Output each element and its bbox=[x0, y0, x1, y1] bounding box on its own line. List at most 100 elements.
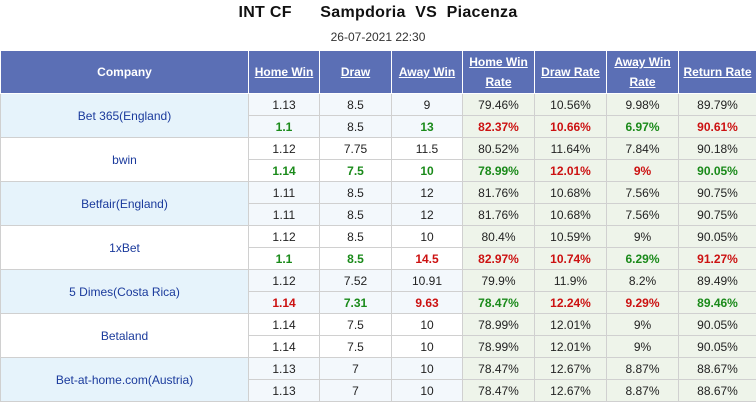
cell-home-win-rate: 79.46% bbox=[462, 93, 535, 116]
cell-away-win-rate: 9.98% bbox=[606, 93, 679, 116]
cell-away-win: 14.5 bbox=[391, 247, 463, 270]
cell-draw-rate: 10.74% bbox=[534, 247, 607, 270]
cell-away-win-rate: 9% bbox=[606, 159, 679, 182]
cell-home-win-rate: 82.97% bbox=[462, 247, 535, 270]
cell-away-win: 9 bbox=[391, 93, 463, 116]
company-name[interactable]: 5 Dimes(Costa Rica) bbox=[0, 269, 249, 314]
cell-draw-rate: 10.66% bbox=[534, 115, 607, 138]
cell-away-win: 10 bbox=[391, 159, 463, 182]
cell-away-win-rate: 7.56% bbox=[606, 181, 679, 204]
league-name: INT CF bbox=[238, 4, 292, 21]
cell-return-rate: 91.27% bbox=[678, 247, 756, 270]
cell-home-win: 1.14 bbox=[248, 291, 320, 314]
table-row: Betfair(England) 1.11 8.5 12 81.76% 10.68% 7.5… bbox=[0, 181, 756, 226]
cell-home-win: 1.13 bbox=[248, 357, 320, 380]
cell-home-win: 1.12 bbox=[248, 225, 320, 248]
cell-return-rate: 90.05% bbox=[678, 159, 756, 182]
cell-draw: 8.5 bbox=[319, 247, 392, 270]
table-row: 1.1 8.5 14.5 82.97% 10.74% 6.29% 91.27% bbox=[1, 247, 756, 270]
header-draw[interactable]: Draw bbox=[319, 50, 392, 94]
cell-home-win-rate: 78.99% bbox=[462, 313, 535, 336]
company-name[interactable]: bwin bbox=[0, 137, 249, 182]
header-company: Company bbox=[0, 50, 249, 94]
cell-home-win: 1.11 bbox=[248, 203, 320, 226]
cell-draw-rate: 12.01% bbox=[534, 159, 607, 182]
cell-home-win: 1.14 bbox=[248, 335, 320, 358]
cell-away-win-rate: 9% bbox=[606, 313, 679, 336]
cell-home-win-rate: 79.9% bbox=[462, 269, 535, 292]
cell-home-win-rate: 81.76% bbox=[462, 181, 535, 204]
cell-draw-rate: 10.68% bbox=[534, 181, 607, 204]
cell-away-win: 10 bbox=[391, 225, 463, 248]
cell-away-win: 10 bbox=[391, 379, 463, 402]
cell-draw: 7 bbox=[319, 379, 392, 402]
vs-label: VS bbox=[415, 4, 438, 21]
header-away-win[interactable]: Away Win bbox=[391, 50, 463, 94]
cell-return-rate: 90.05% bbox=[678, 335, 756, 358]
cell-draw-rate: 12.67% bbox=[534, 357, 607, 380]
cell-away-win-rate: 7.84% bbox=[606, 137, 679, 160]
cell-return-rate: 90.18% bbox=[678, 137, 756, 160]
cell-home-win-rate: 80.4% bbox=[462, 225, 535, 248]
cell-return-rate: 88.67% bbox=[678, 357, 756, 380]
cell-away-win: 9.63 bbox=[391, 291, 463, 314]
cell-home-win: 1.12 bbox=[248, 269, 320, 292]
match-datetime: 26-07-2021 22:30 bbox=[330, 30, 426, 44]
cell-away-win: 10.91 bbox=[391, 269, 463, 292]
header-home-win-rate[interactable]: Home Win Rate bbox=[462, 50, 535, 94]
company-name[interactable]: Bet-at-home.com(Austria) bbox=[0, 357, 249, 402]
company-name[interactable]: Bet 365(England) bbox=[0, 93, 249, 138]
cell-draw-rate: 10.56% bbox=[534, 93, 607, 116]
cell-home-win-rate: 82.37% bbox=[462, 115, 535, 138]
header-return-rate[interactable]: Return Rate bbox=[678, 50, 756, 94]
company-name[interactable]: Betfair(England) bbox=[0, 181, 249, 226]
cell-home-win: 1.14 bbox=[248, 313, 320, 336]
company-name[interactable]: 1xBet bbox=[0, 225, 249, 270]
cell-away-win-rate: 9% bbox=[606, 335, 679, 358]
header-away-win-rate[interactable]: Away Win Rate bbox=[606, 50, 679, 94]
table-row: 5 Dimes(Costa Rica) 1.12 7.52 10.91 79.9% 11.… bbox=[0, 269, 756, 314]
cell-draw: 8.5 bbox=[319, 93, 392, 116]
cell-return-rate: 89.49% bbox=[678, 269, 756, 292]
table-row: bwin 1.12 7.75 11.5 80.52% 11.64% 7.84% 90.18% bbox=[0, 137, 756, 182]
cell-return-rate: 89.46% bbox=[678, 291, 756, 314]
cell-draw: 8.5 bbox=[319, 203, 392, 226]
odds-body: Bet 365(England) 1.13 8.5 9 79.46% 10.56% 9.98… bbox=[0, 93, 756, 402]
cell-home-win: 1.13 bbox=[248, 93, 320, 116]
cell-home-win: 1.1 bbox=[248, 247, 320, 270]
table-row: Betaland 1.14 7.5 10 78.99% 12.01% 9% 90.05% bbox=[0, 313, 756, 358]
odds-table: Company Home Win Draw Away Win Home Win … bbox=[0, 50, 756, 402]
cell-draw: 7.5 bbox=[319, 313, 392, 336]
company-name[interactable]: Betaland bbox=[0, 313, 249, 358]
cell-away-win: 13 bbox=[391, 115, 463, 138]
cell-draw: 7.5 bbox=[319, 335, 392, 358]
table-row: 1.13 7 10 78.47% 12.67% 8.87% 88.67% bbox=[1, 379, 756, 402]
cell-draw-rate: 12.24% bbox=[534, 291, 607, 314]
cell-home-win: 1.12 bbox=[248, 137, 320, 160]
header-draw-rate[interactable]: Draw Rate bbox=[534, 50, 607, 94]
cell-draw-rate: 11.64% bbox=[534, 137, 607, 160]
cell-return-rate: 90.05% bbox=[678, 225, 756, 248]
table-row: 1.14 7.5 10 78.99% 12.01% 9% 90.05% bbox=[1, 335, 756, 358]
cell-home-win-rate: 78.47% bbox=[462, 291, 535, 314]
cell-home-win-rate: 78.99% bbox=[462, 159, 535, 182]
cell-away-win-rate: 8.87% bbox=[606, 357, 679, 380]
cell-return-rate: 89.79% bbox=[678, 93, 756, 116]
cell-away-win: 10 bbox=[391, 313, 463, 336]
cell-return-rate: 90.61% bbox=[678, 115, 756, 138]
cell-away-win-rate: 6.97% bbox=[606, 115, 679, 138]
cell-draw-rate: 12.67% bbox=[534, 379, 607, 402]
cell-return-rate: 90.75% bbox=[678, 203, 756, 226]
cell-home-win-rate: 78.47% bbox=[462, 379, 535, 402]
cell-draw-rate: 10.68% bbox=[534, 203, 607, 226]
cell-away-win: 10 bbox=[391, 357, 463, 380]
cell-draw-rate: 12.01% bbox=[534, 335, 607, 358]
cell-home-win: 1.1 bbox=[248, 115, 320, 138]
cell-away-win-rate: 8.87% bbox=[606, 379, 679, 402]
header-home-win[interactable]: Home Win bbox=[248, 50, 320, 94]
cell-home-win: 1.11 bbox=[248, 181, 320, 204]
cell-draw: 7.5 bbox=[319, 159, 392, 182]
table-row: Bet 365(England) 1.13 8.5 9 79.46% 10.56% 9.98… bbox=[0, 93, 756, 138]
cell-home-win-rate: 78.47% bbox=[462, 357, 535, 380]
cell-away-win-rate: 8.2% bbox=[606, 269, 679, 292]
